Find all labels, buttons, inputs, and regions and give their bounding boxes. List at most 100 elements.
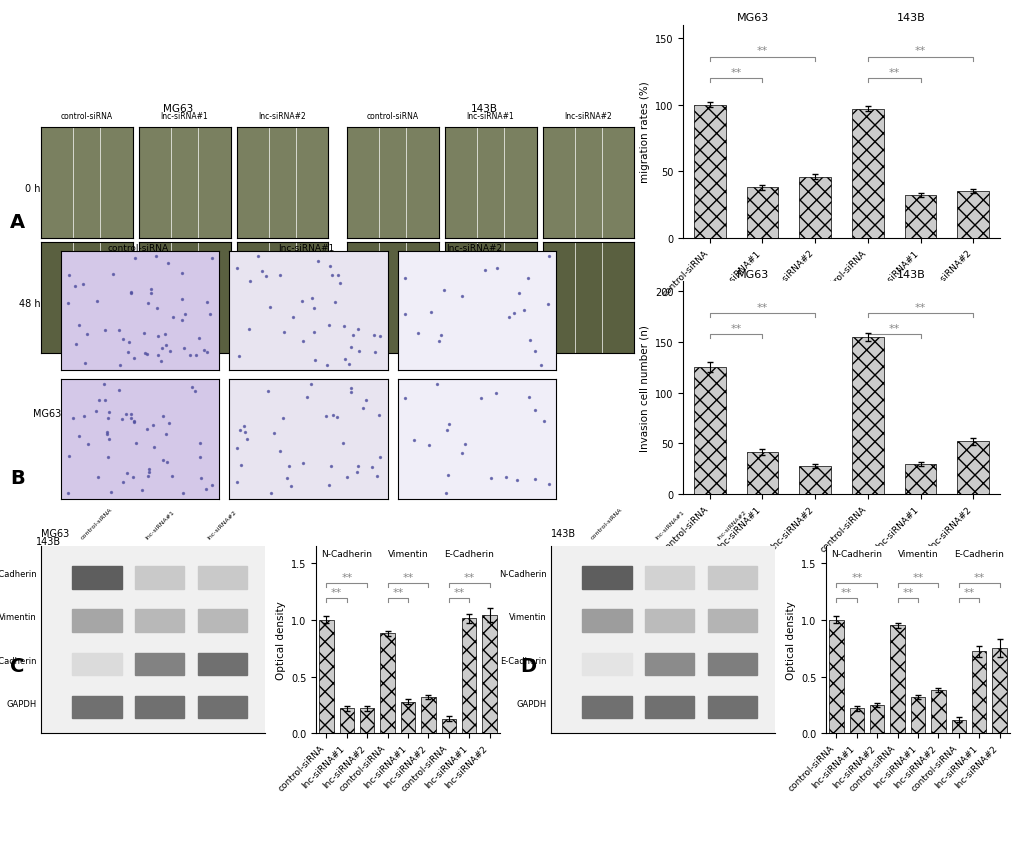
Text: N-Cadherin: N-Cadherin xyxy=(321,549,372,559)
Point xyxy=(337,352,354,366)
Point xyxy=(174,267,191,281)
Point xyxy=(497,471,514,485)
Point xyxy=(539,298,555,311)
Text: **: ** xyxy=(391,588,404,597)
Point xyxy=(406,433,422,447)
Point xyxy=(97,393,113,407)
Bar xyxy=(851,109,882,239)
Text: lnc-siRNA#2: lnc-siRNA#2 xyxy=(259,112,306,120)
Point xyxy=(521,334,537,348)
Text: **: ** xyxy=(850,572,862,583)
Point xyxy=(429,378,445,392)
Text: N-Cadherin: N-Cadherin xyxy=(830,549,881,559)
Point xyxy=(103,485,119,499)
Point xyxy=(118,408,135,421)
Point xyxy=(364,461,380,474)
Point xyxy=(430,334,446,348)
Text: **: ** xyxy=(756,46,767,56)
Point xyxy=(158,428,174,442)
Bar xyxy=(991,648,1006,734)
Point xyxy=(191,331,207,345)
Point xyxy=(505,306,522,320)
Text: E-Cadherin: E-Cadherin xyxy=(954,549,1003,559)
Text: lnc-siRNA#2: lnc-siRNA#2 xyxy=(716,509,747,540)
Text: E-Cadherin: E-Cadherin xyxy=(444,549,493,559)
Point xyxy=(70,430,87,444)
Point xyxy=(182,349,199,363)
Text: **: ** xyxy=(888,67,899,78)
Point xyxy=(238,432,255,446)
Text: GAPDH: GAPDH xyxy=(516,699,546,708)
Point xyxy=(204,252,220,265)
Text: N-Cadherin: N-Cadherin xyxy=(0,570,37,578)
Point xyxy=(319,359,335,373)
Point xyxy=(535,415,551,428)
Text: lnc-siRNA#1: lnc-siRNA#1 xyxy=(653,509,685,540)
Bar xyxy=(400,702,415,734)
Text: 143B: 143B xyxy=(550,528,576,538)
Y-axis label: Invasion cell number (n): Invasion cell number (n) xyxy=(639,325,649,451)
Point xyxy=(260,385,276,398)
Text: Vimentin: Vimentin xyxy=(0,612,37,622)
Point xyxy=(453,447,470,461)
Bar xyxy=(198,653,247,676)
Text: **: ** xyxy=(452,588,465,597)
Text: 143B: 143B xyxy=(896,270,924,279)
Point xyxy=(472,392,488,406)
Bar xyxy=(869,705,883,734)
Point xyxy=(75,409,92,423)
Point xyxy=(350,460,366,473)
Point xyxy=(60,269,76,282)
Text: **: ** xyxy=(914,302,925,312)
Text: control-siRNA: control-siRNA xyxy=(107,244,168,252)
Bar xyxy=(904,196,935,239)
Point xyxy=(139,423,155,437)
Text: 143B: 143B xyxy=(36,537,61,547)
Bar xyxy=(360,709,374,734)
Point xyxy=(350,322,366,336)
Point xyxy=(324,269,340,282)
Point xyxy=(112,359,128,373)
Text: lnc-siRNA#1: lnc-siRNA#1 xyxy=(277,244,334,252)
Bar xyxy=(72,566,121,589)
Point xyxy=(330,269,346,282)
Point xyxy=(371,409,387,422)
Point xyxy=(320,318,336,332)
Y-axis label: migration rates (%): migration rates (%) xyxy=(639,81,649,183)
Text: **: ** xyxy=(840,588,852,597)
Point xyxy=(276,326,292,339)
Point xyxy=(60,487,76,501)
Point xyxy=(122,286,139,299)
Text: lnc-siRNA#1: lnc-siRNA#1 xyxy=(467,112,514,120)
Point xyxy=(76,357,93,371)
Text: Vimentin: Vimentin xyxy=(897,549,937,559)
Point xyxy=(294,456,311,470)
Point xyxy=(66,281,83,294)
Point xyxy=(111,384,127,397)
Point xyxy=(91,394,107,408)
Point xyxy=(321,260,337,274)
Point xyxy=(123,408,140,421)
Point xyxy=(520,272,536,286)
Bar xyxy=(851,337,882,495)
Point xyxy=(140,296,156,310)
Point xyxy=(187,349,204,363)
Point xyxy=(154,341,170,355)
Bar xyxy=(582,610,631,632)
Bar xyxy=(957,442,988,495)
Point xyxy=(258,270,274,283)
Point xyxy=(231,351,248,364)
Point xyxy=(119,467,136,480)
Point xyxy=(453,289,470,303)
Point xyxy=(177,308,194,322)
Bar xyxy=(910,697,924,734)
Point xyxy=(303,292,319,305)
Point xyxy=(328,411,344,425)
Bar xyxy=(971,652,985,734)
Point xyxy=(358,394,374,408)
Y-axis label: Optical density: Optical density xyxy=(785,601,795,679)
Point xyxy=(396,392,413,405)
Point xyxy=(341,358,358,372)
Point xyxy=(119,346,136,360)
Point xyxy=(155,454,171,467)
